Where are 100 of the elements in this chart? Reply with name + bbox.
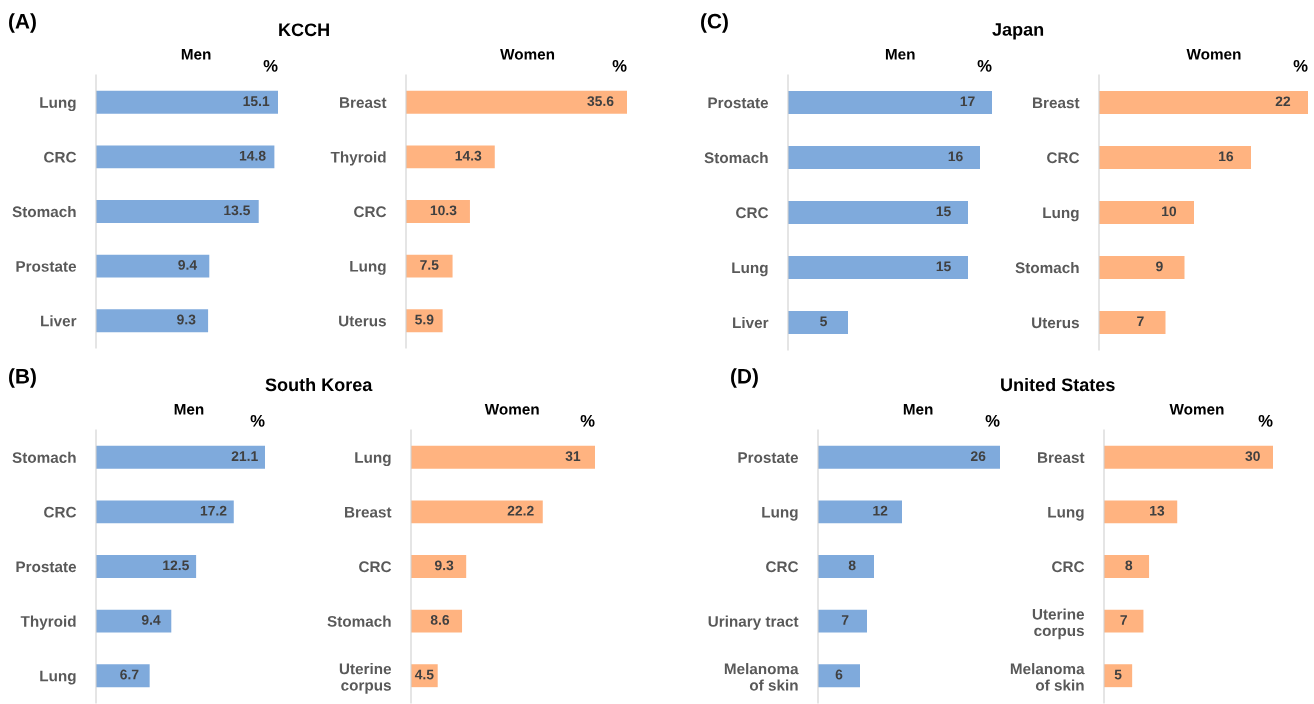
text: %: [263, 59, 278, 72]
data-label: 8: [848, 560, 856, 571]
text: (B): [9, 368, 36, 388]
text: %: [977, 59, 992, 72]
bar: [1104, 555, 1150, 578]
bar: [96, 200, 259, 223]
data-label: 7: [841, 615, 849, 625]
y-tick-label: Breast: [340, 97, 387, 108]
chart-subtitle: Women: [484, 404, 539, 415]
data-label: 21.1: [231, 451, 258, 461]
chart-title: Japan: [992, 23, 1044, 40]
y-tick-label: CRC: [1052, 561, 1085, 573]
bar: [406, 200, 470, 223]
text: (C): [701, 13, 728, 33]
y-tick-label: Uterine corpus: [1032, 608, 1085, 640]
y-tick-label: Prostate: [16, 561, 77, 573]
data-label: 9: [1156, 261, 1163, 272]
chart-subtitle: Men: [903, 404, 933, 415]
y-tick-label: CRC: [359, 561, 392, 573]
data-label: 10: [1162, 206, 1177, 217]
bar: [96, 145, 275, 169]
bar: [818, 500, 902, 524]
chart-subtitle: Men: [174, 404, 204, 415]
data-label: 9.4: [141, 614, 161, 625]
y-tick-label: Stomach: [704, 151, 768, 164]
y-tick-label: Stomach: [327, 615, 391, 627]
bar: [788, 310, 848, 335]
data-label: 6: [835, 669, 843, 680]
data-label: 12: [873, 505, 888, 516]
data-label: 9.3: [177, 314, 196, 325]
bar: [406, 254, 453, 278]
data-label: 5: [1114, 669, 1122, 680]
bar: [788, 200, 968, 225]
bar: [406, 90, 627, 114]
text: South Korea: [265, 377, 373, 392]
y-tick-label: Urinary tract: [708, 615, 799, 630]
text: (A): [9, 13, 36, 33]
bar: [96, 309, 209, 333]
bar: [96, 445, 265, 469]
y-tick-label: Breast: [1038, 452, 1085, 463]
y-tick-label: Uterus: [1032, 317, 1079, 329]
bar: [1099, 200, 1194, 225]
data-label: 22: [1275, 96, 1291, 107]
data-label: 16: [948, 151, 963, 162]
chart-subtitle: Men: [885, 48, 915, 60]
y-tick-label: CRC: [1047, 152, 1080, 164]
chart-subtitle: Women: [1169, 404, 1224, 415]
text: %: [612, 59, 627, 72]
text: %: [580, 414, 595, 427]
chart-subtitle: Women: [1186, 48, 1241, 60]
bar: [96, 254, 210, 278]
data-label: 8: [1125, 560, 1133, 571]
text: %: [250, 414, 265, 427]
bar: [818, 555, 874, 578]
bar: [788, 90, 992, 115]
y-tick-label: Lung: [40, 97, 76, 112]
y-tick-label: CRC: [766, 561, 799, 573]
y-tick-label: Stomach: [1015, 261, 1079, 274]
y-tick-label: Thyroid: [330, 151, 386, 166]
bar: [1099, 145, 1251, 170]
bar: [788, 255, 968, 280]
bar: [1104, 445, 1273, 469]
y-tick-label: Prostate: [708, 97, 769, 109]
bar: [1104, 609, 1144, 633]
data-label: 12.5: [163, 560, 189, 571]
data-label: 4.5: [414, 669, 434, 680]
chart-subtitle: Women: [500, 49, 555, 60]
bar: [411, 500, 543, 524]
bar: [96, 90, 278, 114]
bar: [411, 609, 463, 633]
data-label: 5: [820, 316, 827, 327]
data-label: 9.3: [434, 560, 454, 571]
y-tick-label: CRC: [354, 206, 387, 218]
text: %: [985, 414, 1000, 427]
y-tick-label: Stomach: [12, 205, 76, 218]
bar: [788, 145, 980, 170]
y-tick-label: Stomach: [12, 451, 76, 463]
data-label: 31: [565, 451, 581, 462]
y-tick-label: CRC: [44, 506, 77, 518]
data-label: 30: [1245, 451, 1260, 462]
data-label: 7: [1137, 316, 1144, 327]
y-tick-label: Liver: [733, 316, 769, 329]
bar: [411, 445, 595, 469]
y-tick-label: Lung: [1043, 207, 1079, 222]
data-label: 22.2: [507, 505, 534, 516]
data-label: 14.3: [455, 150, 482, 161]
bar: [96, 664, 150, 688]
data-label: 14.8: [239, 150, 266, 161]
bar: [1104, 500, 1178, 524]
text: %: [1293, 59, 1308, 72]
data-label: 8.6: [430, 614, 450, 625]
data-label: 7.5: [420, 260, 439, 270]
data-label: 17: [960, 96, 975, 107]
data-label: 15: [936, 261, 951, 272]
y-tick-label: Uterus: [339, 315, 386, 327]
data-label: 13: [1150, 505, 1165, 516]
y-tick-label: Prostate: [16, 261, 77, 272]
data-label: 7: [1120, 615, 1127, 625]
y-tick-label: Lung: [350, 261, 386, 275]
bar: [1099, 310, 1166, 335]
